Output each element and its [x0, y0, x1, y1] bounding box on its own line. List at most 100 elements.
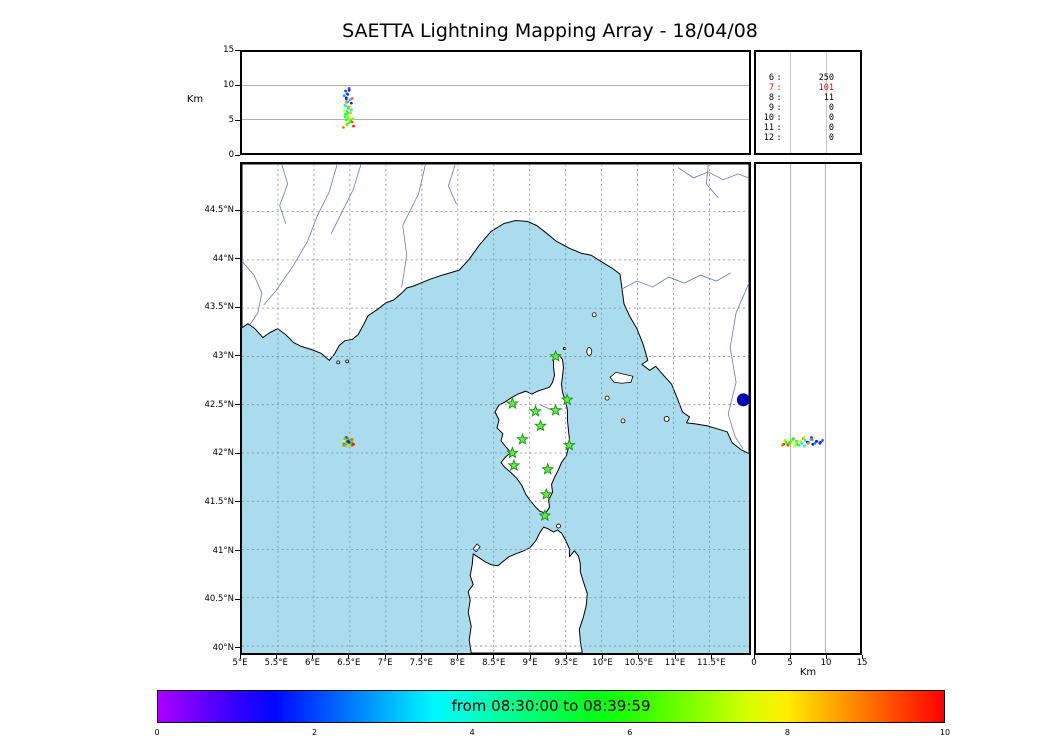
lon-tick-label: 10°E: [592, 658, 613, 668]
lightning-source-point: [351, 117, 355, 121]
alt-tick-label: 10: [223, 80, 234, 90]
maddalena-island: [556, 523, 561, 529]
alt-tick-label: 15: [223, 45, 234, 55]
source-count: 11: [823, 93, 834, 103]
colorbar-tick-label: 4: [469, 728, 475, 737]
offshore-blue-marker: [736, 393, 749, 407]
lat-tick-mark: [235, 404, 240, 406]
lightning-source-point: [344, 97, 348, 101]
lightning-source-point: [346, 93, 350, 96]
lightning-source-point: [350, 438, 354, 441]
source-count: 0: [828, 133, 834, 143]
lma-station-marker: [507, 458, 521, 471]
lightning-source-point: [347, 121, 351, 125]
lat-tick-label: 42°N: [212, 448, 234, 459]
alt-tick-mark: [235, 154, 240, 156]
lightning-source-point: [800, 441, 804, 445]
lightning-source-point: [344, 89, 347, 93]
lon-tick-label: 7°E: [377, 658, 393, 668]
lat-tick-mark: [235, 209, 240, 211]
station-count-row: 10: 0: [756, 113, 860, 123]
lightning-source-point: [810, 438, 814, 441]
altitude-gridline: [790, 52, 791, 153]
lma-station-marker: [534, 419, 547, 432]
port-cros-island: [345, 359, 350, 364]
lat-tick-mark: [235, 550, 240, 552]
lightning-source-point: [789, 439, 793, 442]
giglio-island: [663, 416, 670, 422]
lma-station-marker: [516, 432, 529, 445]
lat-tick-mark: [235, 647, 240, 649]
lon-tick-label: 11.5°E: [696, 658, 726, 668]
lightning-source-point: [819, 440, 822, 444]
lightning-source-point: [803, 439, 807, 442]
lightning-source-point: [344, 112, 347, 116]
lat-tick-label: 41.5°N: [204, 496, 234, 507]
mainland-coastline: [242, 164, 749, 455]
alt-tick-mark: [235, 119, 240, 121]
lon-tick-label: 11°E: [664, 658, 686, 668]
lma-station-marker: [506, 397, 519, 410]
lma-station-marker: [549, 349, 562, 362]
station-count-row: 9: 0: [756, 103, 860, 113]
capraia-island: [586, 347, 593, 356]
lightning-source-point: [342, 443, 345, 447]
lightning-source-point: [349, 119, 353, 123]
altitude-gridlines: [790, 164, 826, 653]
lon-tick-mark: [710, 655, 712, 659]
lat-tick-mark: [235, 501, 240, 503]
lon-tick-label: 5.5°E: [264, 658, 288, 668]
source-count: 0: [828, 123, 834, 133]
giraglia-islet: [562, 346, 567, 351]
lightning-source-point: [784, 440, 788, 444]
lon-tick-mark: [638, 655, 640, 659]
separator: :: [776, 103, 782, 113]
lightning-source-point: [803, 444, 806, 448]
lightning-source-point: [781, 443, 784, 447]
altitude-longitude-plot: [242, 85, 749, 129]
lat-tick-label: 40°N: [212, 642, 234, 653]
lma-station-marker: [560, 393, 574, 406]
lma-station-marker: [549, 403, 562, 416]
lma-station-marker: [538, 508, 552, 522]
altitude-longitude-panel: [240, 50, 751, 155]
lightning-source-point: [348, 436, 352, 439]
altitude-latitude-panel: [754, 162, 862, 655]
lat-tick-mark: [235, 258, 240, 260]
lightning-sources-altitude-longitude: [342, 87, 355, 129]
alt-tick-label: 5: [787, 658, 793, 668]
sardinia-coastline: [467, 526, 588, 653]
lon-tick-mark: [239, 655, 241, 659]
lightning-source-point: [348, 98, 352, 102]
alt-tick-label: 0: [751, 658, 757, 668]
lon-tick-mark: [348, 655, 350, 659]
lightning-source-point: [344, 101, 348, 104]
alt-tick-mark: [235, 84, 240, 86]
lightning-sources-altitude-latitude: [781, 436, 824, 448]
time-colorbar: from 08:30:00 to 08:39:59: [157, 690, 945, 723]
lat-tick-mark: [235, 355, 240, 357]
lightning-source-point: [342, 126, 345, 129]
lon-tick-label: 9.5°E: [554, 658, 578, 668]
source-count: 0: [828, 103, 834, 113]
lightning-source-point: [802, 436, 806, 439]
lightning-source-point: [814, 439, 818, 443]
alt-tick-mark: [789, 655, 791, 659]
alt-tick-label: 10: [820, 658, 832, 668]
lightning-source-point: [347, 87, 351, 90]
lightning-source-point: [349, 101, 353, 105]
colorbar-tick-label: 2: [312, 728, 318, 737]
lightning-source-point: [344, 104, 347, 108]
separator: :: [776, 113, 782, 123]
lon-tick-mark: [312, 655, 313, 659]
separator: :: [776, 93, 782, 103]
colorbar-tick-label: 8: [784, 728, 790, 737]
lightning-source-point: [342, 439, 346, 443]
lma-station-marker: [506, 446, 519, 459]
lightning-source-point: [344, 444, 347, 448]
lma-station-marker: [529, 404, 542, 417]
lon-tick-label: 9°E: [522, 658, 538, 668]
map-gridlines: [242, 164, 749, 653]
lon-tick-mark: [602, 655, 603, 659]
lightning-source-point: [345, 122, 349, 126]
